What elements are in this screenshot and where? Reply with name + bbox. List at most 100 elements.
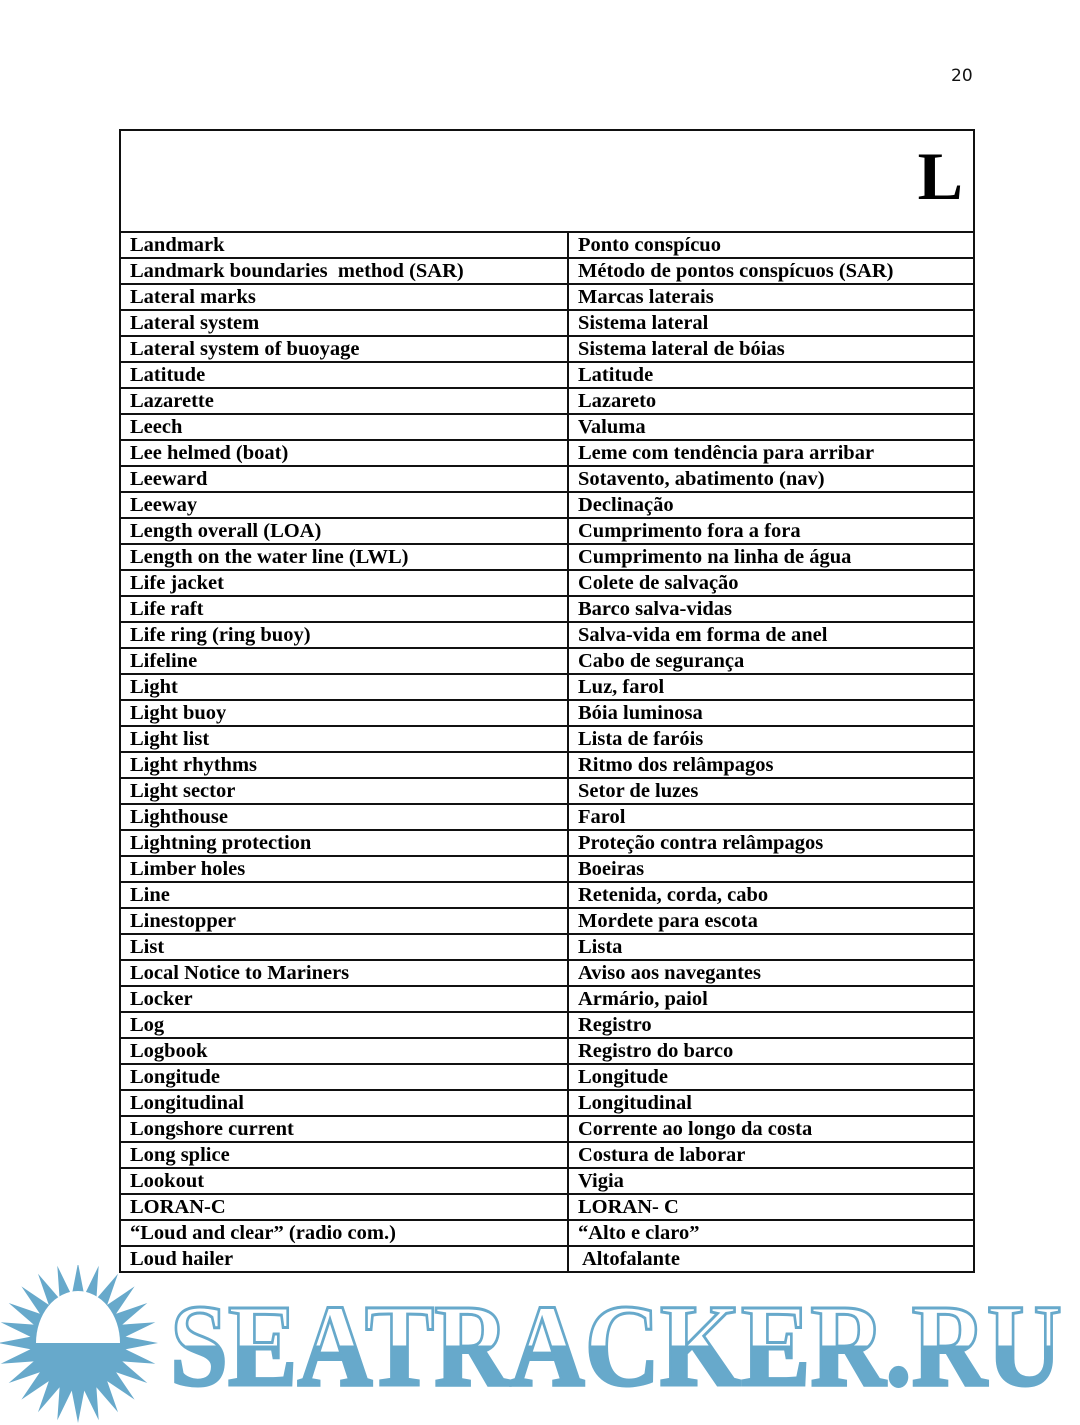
english-term: Lateral marks: [121, 285, 569, 309]
portuguese-term: Registro do barco: [578, 1040, 734, 1062]
english-term: Light list: [121, 727, 569, 751]
portuguese-term: Cabo de segurança: [578, 650, 745, 672]
portuguese-term: Latitude: [578, 364, 654, 386]
table-row: Light list Lista de faróis: [121, 727, 973, 753]
portuguese-term: Proteção contra relâmpagos: [578, 832, 824, 854]
watermark-logo: SEATRACKER.RU: [0, 1265, 1064, 1423]
english-term: Lifeline: [121, 649, 569, 673]
english-term: “Loud and clear” (radio com.): [121, 1221, 569, 1245]
english-term: Limber holes: [121, 857, 569, 881]
table-row: Light Luz, farol: [121, 675, 973, 701]
portuguese-term: Aviso aos navegantes: [578, 962, 761, 984]
table-row: Lateral system Sistema lateral: [121, 311, 973, 337]
table-row: Light rhythms Ritmo dos relâmpagos: [121, 753, 973, 779]
english-term: Loud hailer: [121, 1247, 569, 1271]
english-term: Locker: [121, 987, 569, 1011]
table-row: Landmark boundaries method (SAR) Método d…: [121, 259, 973, 285]
sun-icon: [0, 1265, 158, 1423]
portuguese-term: Leme com tendência para arribar: [578, 442, 875, 464]
glossary-table: L Landmark Ponto conspícuo Landmark bounda…: [119, 129, 975, 1273]
english-term: Length on the water line (LWL): [121, 545, 569, 569]
english-term: Light buoy: [121, 701, 569, 725]
table-row: Life raft Barco salva-vidas: [121, 597, 973, 623]
portuguese-term: Registro: [578, 1014, 652, 1036]
english-term: Life jacket: [121, 571, 569, 595]
portuguese-term: Retenida, corda, cabo: [578, 884, 769, 906]
portuguese-term: Lista de faróis: [578, 728, 704, 750]
table-row: Leech Valuma: [121, 415, 973, 441]
portuguese-term: Método de pontos conspícuos (SAR): [578, 260, 894, 282]
table-row: List Lista: [121, 935, 973, 961]
english-term: Landmark: [121, 233, 569, 257]
english-term: Landmark boundaries method (SAR): [121, 259, 569, 283]
portuguese-term: Cumprimento na linha de água: [578, 546, 852, 568]
table-row: Lazarette Lazareto: [121, 389, 973, 415]
table-row: Latitude Latitude: [121, 363, 973, 389]
table-row: Length overall (LOA) Cumprimento fora a f…: [121, 519, 973, 545]
portuguese-term: Sistema lateral: [578, 312, 709, 334]
table-row: Light sector Setor de luzes: [121, 779, 973, 805]
english-term: Longshore current: [121, 1117, 569, 1141]
table-row: Leeward Sotavento, abatimento (nav): [121, 467, 973, 493]
portuguese-term: Lista: [578, 936, 623, 958]
table-row: Longitudinal Longitudinal: [121, 1091, 973, 1117]
english-term: Life raft: [121, 597, 569, 621]
portuguese-term: Colete de salvação: [578, 572, 739, 594]
table-row: Lifeline Cabo de segurança: [121, 649, 973, 675]
table-row: Length on the water line (LWL) Cumpriment…: [121, 545, 973, 571]
english-term: Leeway: [121, 493, 569, 517]
english-term: Lightning protection: [121, 831, 569, 855]
table-row: Long splice Costura de laborar: [121, 1143, 973, 1169]
portuguese-term: LORAN- C: [578, 1196, 679, 1218]
english-term: Log: [121, 1013, 569, 1037]
portuguese-term: Farol: [578, 806, 626, 828]
english-term: Lateral system of buoyage: [121, 337, 569, 361]
table-row: Local Notice to Mariners Aviso aos navega…: [121, 961, 973, 987]
table-row: Lighthouse Farol: [121, 805, 973, 831]
english-term: Lateral system: [121, 311, 569, 335]
english-term: Long splice: [121, 1143, 569, 1167]
english-term: List: [121, 935, 569, 959]
portuguese-term: Salva-vida em forma de anel: [578, 624, 828, 646]
table-row: LORAN-C LORAN- C: [121, 1195, 973, 1221]
table-row: Longitude Longitude: [121, 1065, 973, 1091]
table-row: Light buoy Bóia luminosa: [121, 701, 973, 727]
english-term: Local Notice to Mariners: [121, 961, 569, 985]
portuguese-term: Luz, farol: [578, 676, 665, 698]
table-row: Logbook Registro do barco: [121, 1039, 973, 1065]
portuguese-term: Bóia luminosa: [578, 702, 703, 724]
english-term: Light: [121, 675, 569, 699]
portuguese-term: Valuma: [578, 416, 646, 438]
table-row: Limber holes Boeiras: [121, 857, 973, 883]
table-row: Loud hailer Altofalante: [121, 1247, 973, 1271]
portuguese-term: Vigia: [578, 1170, 624, 1192]
portuguese-term: Longitudinal: [578, 1092, 692, 1114]
english-term: Logbook: [121, 1039, 569, 1063]
portuguese-term: Lazareto: [578, 390, 657, 412]
table-row: Landmark Ponto conspícuo: [121, 233, 973, 259]
portuguese-term: Longitude: [578, 1066, 668, 1088]
table-row: Line Retenida, corda, cabo: [121, 883, 973, 909]
table-row: Leeway Declinação: [121, 493, 973, 519]
english-term: Leech: [121, 415, 569, 439]
portuguese-term: Marcas laterais: [578, 286, 714, 308]
portuguese-term: Sotavento, abatimento (nav): [578, 468, 825, 490]
english-term: Lookout: [121, 1169, 569, 1193]
table-row: Life jacket Colete de salvação: [121, 571, 973, 597]
table-row: Locker Armário, paiol: [121, 987, 973, 1013]
table-row: Longshore current Corrente ao longo da co…: [121, 1117, 973, 1143]
table-row: Log Registro: [121, 1013, 973, 1039]
english-term: Leeward: [121, 467, 569, 491]
table-row: Lee helmed (boat) Leme com tendência para…: [121, 441, 973, 467]
portuguese-term: Ponto conspícuo: [578, 234, 721, 256]
watermark-text: SEATRACKER.RU: [170, 1280, 1062, 1411]
english-term: Lighthouse: [121, 805, 569, 829]
portuguese-term: Barco salva-vidas: [578, 598, 732, 620]
table-row: Lateral system of buoyage Sistema lateral…: [121, 337, 973, 363]
english-term: Light sector: [121, 779, 569, 803]
english-term: LORAN-C: [121, 1195, 569, 1219]
english-term: Lazarette: [121, 389, 569, 413]
portuguese-term: Costura de laborar: [578, 1144, 746, 1166]
english-term: Longitudinal: [121, 1091, 569, 1115]
english-term: Lee helmed (boat): [121, 441, 569, 465]
